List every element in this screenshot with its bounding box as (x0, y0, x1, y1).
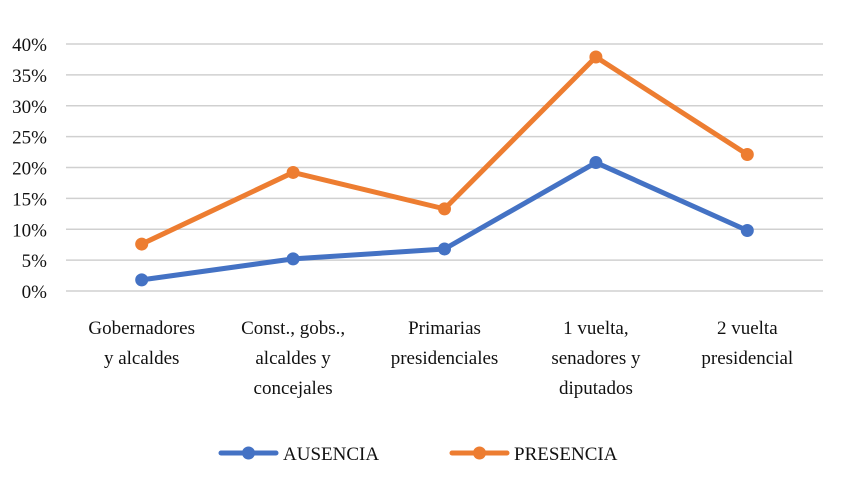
x-category-label-line: alcaldes y (255, 348, 331, 369)
x-category-label-line: Primarias (408, 318, 481, 339)
legend-item: AUSENCIA (218, 444, 379, 465)
data-point (438, 242, 451, 256)
data-point (135, 237, 149, 251)
x-category-label: 2 vuelta presidencial (701, 318, 793, 369)
legend-label: PRESENCIA (514, 444, 618, 465)
x-category-label-line: Gobernadores (88, 318, 195, 339)
data-point (286, 252, 300, 266)
x-category-label-line: Const., gobs., (241, 318, 345, 339)
data-point (589, 156, 603, 170)
y-tick-label: 35% (12, 66, 47, 87)
x-axis-categories: Gobernadores y alcaldes Const., gobs., alca… (88, 318, 793, 399)
data-point (286, 165, 300, 179)
x-category-label-line: concejales (254, 378, 333, 399)
series-line (139, 54, 750, 247)
x-category-label-line: senadores y (551, 348, 641, 369)
y-tick-label: 10% (12, 220, 47, 241)
y-tick-label: 5% (22, 251, 48, 272)
series-lines (135, 50, 754, 287)
legend-label: AUSENCIA (283, 444, 379, 465)
data-point (740, 223, 754, 237)
x-category-label: 1 vuelta, senadores y diputados (551, 318, 641, 399)
series-ausencia (135, 156, 754, 287)
data-point (740, 148, 754, 162)
data-point (438, 202, 451, 216)
y-tick-label: 20% (12, 159, 47, 180)
x-category-label-line: presidencial (701, 348, 793, 369)
x-category-label-line: diputados (559, 378, 633, 399)
x-category-label-line: 2 vuelta (717, 318, 778, 339)
x-category-label: Gobernadores y alcaldes (88, 318, 195, 369)
y-tick-label: 25% (12, 128, 47, 149)
x-category-label-line: 1 vuelta, (563, 318, 628, 339)
legend: AUSENCIA PRESENCIA (218, 444, 618, 465)
y-tick-label: 30% (12, 97, 47, 118)
x-category-label: Primarias presidenciales (391, 318, 499, 369)
y-axis-ticks: 0% 5% 10% 15% 20% 25% 30% 35% 40% (12, 35, 47, 303)
series-presencia (135, 50, 754, 251)
legend-swatch-marker (473, 446, 486, 460)
data-point (135, 273, 149, 287)
x-category-label: Const., gobs., alcaldes y concejales (241, 318, 345, 399)
y-tick-label: 15% (12, 189, 47, 210)
gridlines (66, 43, 823, 292)
series-line (139, 160, 750, 283)
y-tick-label: 40% (12, 35, 47, 56)
y-tick-label: 0% (22, 282, 48, 303)
x-category-label-line: y alcaldes (104, 348, 179, 369)
x-category-label-line: presidenciales (391, 348, 499, 369)
data-point (589, 50, 603, 64)
legend-item: PRESENCIA (449, 444, 618, 465)
legend-swatch-marker (242, 446, 255, 460)
